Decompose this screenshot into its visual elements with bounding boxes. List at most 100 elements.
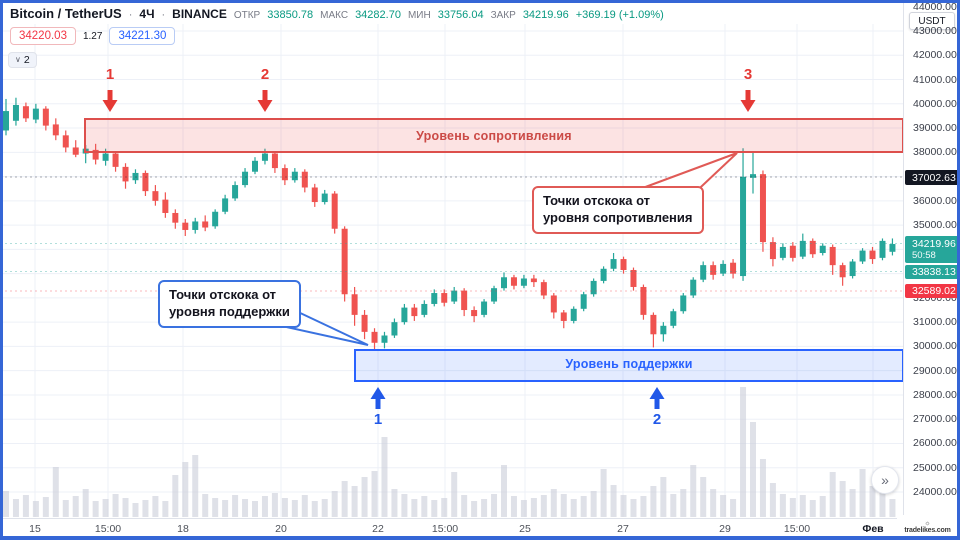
- volume-bar: [660, 477, 667, 517]
- candle-body: [271, 153, 278, 169]
- volume-bar: [570, 499, 577, 517]
- volume-bar: [401, 494, 408, 517]
- candle-body: [600, 268, 607, 281]
- symbol-name[interactable]: Bitcoin / TetherUS: [10, 6, 122, 21]
- symbol-header[interactable]: Bitcoin / TetherUS · 4Ч · BINANCE ОТКР 3…: [10, 6, 664, 21]
- candle-body: [202, 221, 209, 228]
- currency-unit-button[interactable]: USDT: [909, 12, 955, 30]
- candle-body: [142, 172, 149, 192]
- high-value: 34282.70: [355, 9, 401, 21]
- time-axis-label: 15:00: [431, 523, 459, 535]
- volume-bar: [520, 500, 527, 517]
- volume-bar: [859, 469, 866, 517]
- candle-body: [261, 153, 268, 161]
- candle-body: [809, 240, 816, 255]
- candle-body: [62, 135, 69, 148]
- sun-logo-icon: ☼: [924, 519, 931, 527]
- candle-body: [670, 311, 677, 326]
- volume-bar: [341, 481, 348, 517]
- volume-bar: [750, 422, 756, 517]
- volume-bar: [710, 489, 717, 517]
- candle-body: [849, 261, 856, 277]
- volume-bar: [670, 494, 677, 517]
- price-badge: 32589.02: [905, 284, 959, 298]
- candle-body: [640, 286, 647, 315]
- time-axis[interactable]: 15 15:00 18 20 22 15:00 25 27 29 15:00 Фев: [0, 518, 960, 540]
- volume-bar: [580, 496, 587, 517]
- volume-bar: [839, 481, 846, 517]
- volume-bar: [491, 494, 498, 517]
- volume-bar: [759, 459, 766, 517]
- price-axis-label: 40000.00: [913, 97, 957, 110]
- price-axis-label: 38000.00: [913, 146, 957, 159]
- volume-bar: [142, 500, 149, 517]
- candle-body: [839, 265, 846, 278]
- candle-body: [491, 288, 498, 302]
- open-value: 33850.78: [267, 9, 314, 21]
- volume-bar: [391, 489, 398, 517]
- touch-number: 3: [743, 66, 753, 83]
- candle-body: [371, 331, 378, 343]
- candle-body: [341, 228, 348, 295]
- buy-button[interactable]: 34221.30: [109, 27, 176, 45]
- price-axis-label: 24000.00: [913, 485, 957, 498]
- volume-bar: [212, 498, 219, 517]
- candle-body: [570, 308, 577, 321]
- open-label: ОТКР: [233, 10, 261, 21]
- candle-body: [750, 174, 756, 178]
- touch-number: 2: [260, 66, 270, 83]
- time-axis-label: 27: [617, 523, 629, 535]
- quote-row: 34220.03 1.27 34221.30: [10, 27, 176, 45]
- volume-bar: [331, 491, 338, 517]
- volume-bar: [361, 477, 368, 517]
- volume-bar: [819, 496, 826, 517]
- volume-bar: [291, 500, 298, 517]
- candle-body: [451, 290, 458, 302]
- callout-line: уровня поддержки: [169, 303, 290, 319]
- price-axis[interactable]: USDT 44000.00 43000.00 42000.00 41000.00 400…: [903, 0, 960, 540]
- spread-value: 1.27: [82, 30, 103, 42]
- watermark-text: tradelikes.com: [904, 526, 951, 534]
- time-axis-label: 29: [719, 523, 731, 535]
- resistance-zone[interactable]: [84, 118, 904, 153]
- candle-body: [242, 171, 249, 186]
- volume-bar: [281, 498, 288, 517]
- candle-body: [630, 269, 637, 287]
- candle-body: [212, 211, 219, 227]
- touch-number: 1: [105, 66, 115, 83]
- candle-body: [361, 314, 368, 332]
- candle-body: [720, 263, 727, 274]
- volume-bar: [789, 498, 796, 517]
- interval-label[interactable]: 4Ч: [139, 7, 155, 21]
- scroll-to-latest-button[interactable]: »: [871, 466, 899, 494]
- candle-body: [421, 303, 428, 315]
- down-arrow: [257, 90, 273, 112]
- candle-body: [819, 245, 826, 254]
- candle-body: [859, 250, 866, 262]
- price-axis-label: 42000.00: [913, 49, 957, 62]
- volume-bar: [261, 496, 268, 517]
- candle-body: [889, 244, 896, 252]
- candle-body: [530, 278, 537, 283]
- volume-bar: [421, 496, 428, 517]
- volume-bar: [799, 495, 806, 517]
- candle-body: [590, 280, 597, 295]
- candle-body: [182, 222, 189, 230]
- volume-bar: [381, 437, 388, 517]
- volume-bar: [172, 475, 179, 517]
- candle-body: [401, 307, 408, 323]
- candle-body: [72, 147, 79, 155]
- price-axis-label: 36000.00: [913, 194, 957, 207]
- volume-bar: [152, 496, 159, 517]
- collapse-indicators-button[interactable]: ∨ 2: [8, 51, 37, 68]
- time-axis-label: 25: [519, 523, 531, 535]
- sell-button[interactable]: 34220.03: [10, 27, 76, 45]
- candle-body: [769, 242, 776, 260]
- price-badge: 33838.13: [905, 265, 959, 279]
- time-axis-label: 20: [275, 523, 287, 535]
- candle-body: [112, 153, 119, 167]
- candle-body: [192, 221, 199, 230]
- candle-body: [351, 294, 358, 315]
- candle-body: [22, 106, 29, 119]
